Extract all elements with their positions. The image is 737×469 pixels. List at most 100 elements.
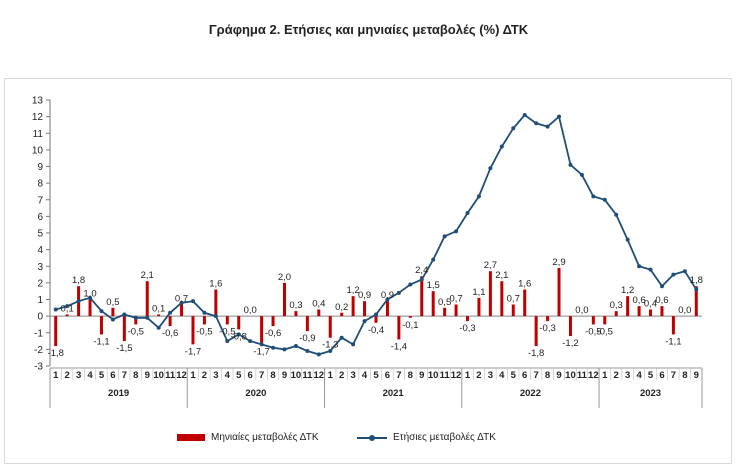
month-tick-label: 11 xyxy=(440,370,451,381)
month-tick-label: 7 xyxy=(533,370,538,381)
month-tick-label: 5 xyxy=(373,370,379,381)
data-label: -0,1 xyxy=(402,320,418,331)
annual-point xyxy=(145,315,150,320)
data-label: 0,0 xyxy=(575,305,588,316)
month-tick-label: 3 xyxy=(350,370,355,381)
data-label: 0,7 xyxy=(507,293,520,304)
monthly-bar xyxy=(88,299,92,317)
annual-point xyxy=(682,269,687,274)
y-tick-label: -1 xyxy=(34,328,43,339)
monthly-bar xyxy=(237,316,241,330)
annual-point xyxy=(328,349,333,354)
annual-point xyxy=(374,312,378,317)
month-tick-label: 9 xyxy=(282,370,287,381)
legend-label-monthly: Μηνιαίες μεταβολές ΔΤΚ xyxy=(211,432,319,443)
annual-point xyxy=(637,264,642,269)
annual-point xyxy=(168,310,173,315)
data-label: 0,6 xyxy=(632,295,645,306)
annual-point xyxy=(522,112,527,117)
annual-point xyxy=(88,295,93,300)
annual-point xyxy=(659,284,664,289)
monthly-bar xyxy=(626,296,630,317)
month-tick-label: 8 xyxy=(545,370,550,381)
annual-point xyxy=(339,335,344,340)
annual-point xyxy=(53,307,58,312)
annual-point xyxy=(396,290,401,295)
data-label: -1,5 xyxy=(116,343,132,354)
data-label: 1,6 xyxy=(209,279,222,290)
data-label: -0,6 xyxy=(265,328,281,339)
legend-item-monthly: Μηνιαίες μεταβολές ΔΤΚ xyxy=(177,432,319,443)
chart-plot: -3-2-1012345678910111213-1,80,11,81,0-1,… xyxy=(32,96,703,408)
legend-swatch-line xyxy=(357,433,387,443)
month-tick-label: 6 xyxy=(110,370,115,381)
year-label: 2021 xyxy=(383,388,405,399)
month-tick-label: 2 xyxy=(476,370,481,381)
year-label: 2022 xyxy=(520,388,541,399)
data-label: -0,5 xyxy=(585,326,601,337)
data-label: -0,8 xyxy=(231,331,247,342)
y-tick-label: 8 xyxy=(37,179,43,190)
annual-point xyxy=(305,349,310,354)
monthly-bar xyxy=(363,301,367,317)
month-tick-label: 4 xyxy=(225,370,231,381)
data-label: 0,7 xyxy=(449,293,462,304)
monthly-bar xyxy=(466,316,470,322)
y-tick-label: 0 xyxy=(37,312,43,323)
annual-point xyxy=(156,325,161,330)
y-tick-label: 11 xyxy=(33,129,44,140)
annual-point xyxy=(122,312,127,317)
data-label: 1,1 xyxy=(472,287,485,298)
data-label: -0,5 xyxy=(597,326,613,337)
monthly-bar xyxy=(191,316,195,345)
month-tick-label: 6 xyxy=(522,370,527,381)
month-tick-label: 5 xyxy=(511,370,517,381)
y-tick-label: 6 xyxy=(37,212,43,223)
monthly-bar xyxy=(546,316,550,322)
annual-point xyxy=(65,304,70,309)
annual-point xyxy=(190,299,195,304)
annual-point xyxy=(351,342,356,347)
monthly-bar xyxy=(54,316,58,347)
data-label: 1,8 xyxy=(690,275,703,286)
monthly-bar xyxy=(99,316,103,335)
monthly-bar xyxy=(511,304,515,317)
annual-point xyxy=(110,317,115,322)
data-label: -0,3 xyxy=(539,323,555,334)
chart-title: Γράφημα 2. Ετήσιες και μηνιαίες μεταβολέ… xyxy=(208,22,529,37)
month-tick-label: 9 xyxy=(145,370,150,381)
monthly-bar xyxy=(145,281,149,317)
month-tick-label: 11 xyxy=(302,370,313,381)
data-label: 1,2 xyxy=(621,285,634,296)
monthly-bar xyxy=(157,314,161,317)
monthly-bar xyxy=(317,309,321,317)
data-label: 0,1 xyxy=(61,303,74,314)
data-label: 1,6 xyxy=(518,279,531,290)
data-label: 0,4 xyxy=(312,298,325,309)
y-tick-label: -2 xyxy=(34,345,43,356)
legend-label-annual: Ετήσιες μεταβολές ΔΤΚ xyxy=(393,432,496,443)
annual-point xyxy=(133,315,138,320)
annual-point xyxy=(76,299,81,304)
month-tick-label: 6 xyxy=(385,370,390,381)
annual-point xyxy=(488,166,493,171)
annual-point xyxy=(236,332,241,337)
annual-point xyxy=(694,287,699,292)
month-tick-label: 5 xyxy=(648,370,654,381)
monthly-bar xyxy=(477,297,481,317)
annual-point xyxy=(259,342,264,347)
legend-item-annual: Ετήσιες μεταβολές ΔΤΚ xyxy=(357,432,496,443)
annual-point xyxy=(431,257,436,262)
monthly-bar xyxy=(614,311,618,317)
monthly-bar xyxy=(408,316,412,318)
legend: Μηνιαίες μεταβολές ΔΤΚ Ετήσιες μεταβολές… xyxy=(0,432,737,452)
monthly-bar xyxy=(420,276,424,317)
legend-swatch-bar xyxy=(177,434,205,441)
annual-point xyxy=(614,212,619,217)
month-tick-label: 9 xyxy=(419,370,424,381)
monthly-bar xyxy=(568,316,572,337)
annual-point xyxy=(202,310,207,315)
month-tick-label: 12 xyxy=(451,370,462,381)
monthly-bar xyxy=(603,316,607,325)
monthly-bar xyxy=(454,304,458,317)
